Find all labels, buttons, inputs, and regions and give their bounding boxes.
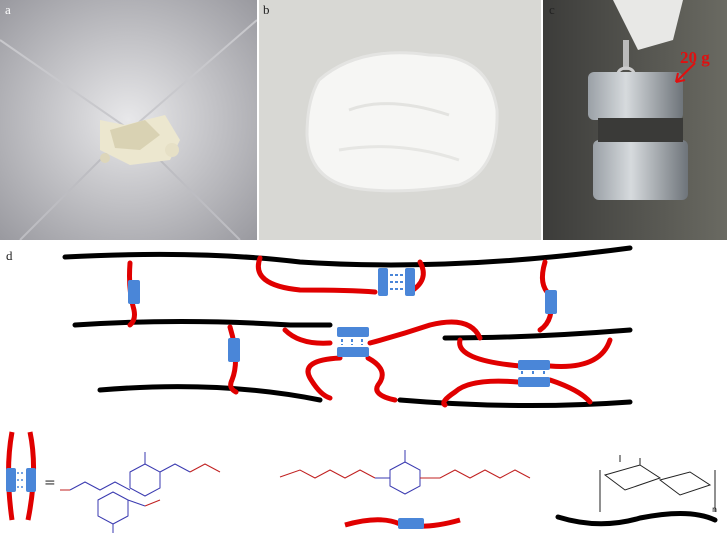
panel-label-d: d (6, 248, 13, 263)
linker-chain (367, 319, 483, 346)
arrow-icon (675, 62, 696, 83)
photo-film (259, 0, 541, 240)
polymer-chain (97, 384, 323, 403)
linker-chain (305, 355, 343, 401)
upy-block (378, 268, 388, 296)
polymer-chain (62, 245, 633, 268)
upy-dimer-structure (69, 452, 191, 533)
upy-block (518, 377, 550, 387)
upy-block (337, 327, 369, 337)
photo-powder (0, 0, 257, 240)
polymer-chain (397, 397, 633, 409)
upy-block (228, 338, 240, 362)
upy-block (128, 280, 140, 304)
photo-weights (543, 0, 727, 240)
upy-block (405, 268, 415, 296)
panel-label-b: b (263, 2, 270, 17)
upy-linker-structure (279, 450, 531, 495)
weight-label: 20 g (680, 48, 710, 67)
upy-block (337, 347, 369, 357)
panel-label-c: c (549, 2, 555, 17)
linker-chain (457, 337, 523, 369)
polymer-chain (72, 319, 333, 328)
polymer-chain (555, 510, 718, 527)
upy-dimer-legend (6, 431, 37, 521)
linker-chain (547, 377, 593, 405)
equals-sign: = (44, 475, 56, 491)
linker-chain (365, 355, 398, 403)
linker-chain (282, 327, 333, 346)
network-diagram: = n (6, 245, 718, 533)
cellulose-structure (599, 455, 716, 512)
linker-chain (547, 337, 613, 369)
polymer-chain (442, 327, 633, 341)
linker-chain (127, 260, 137, 328)
upy-block (518, 360, 550, 370)
upy-block (545, 290, 557, 314)
linker-chain (441, 378, 521, 408)
linker-chain (256, 255, 378, 295)
polymer-index: n (712, 505, 717, 514)
panel-label-a: a (5, 2, 11, 17)
